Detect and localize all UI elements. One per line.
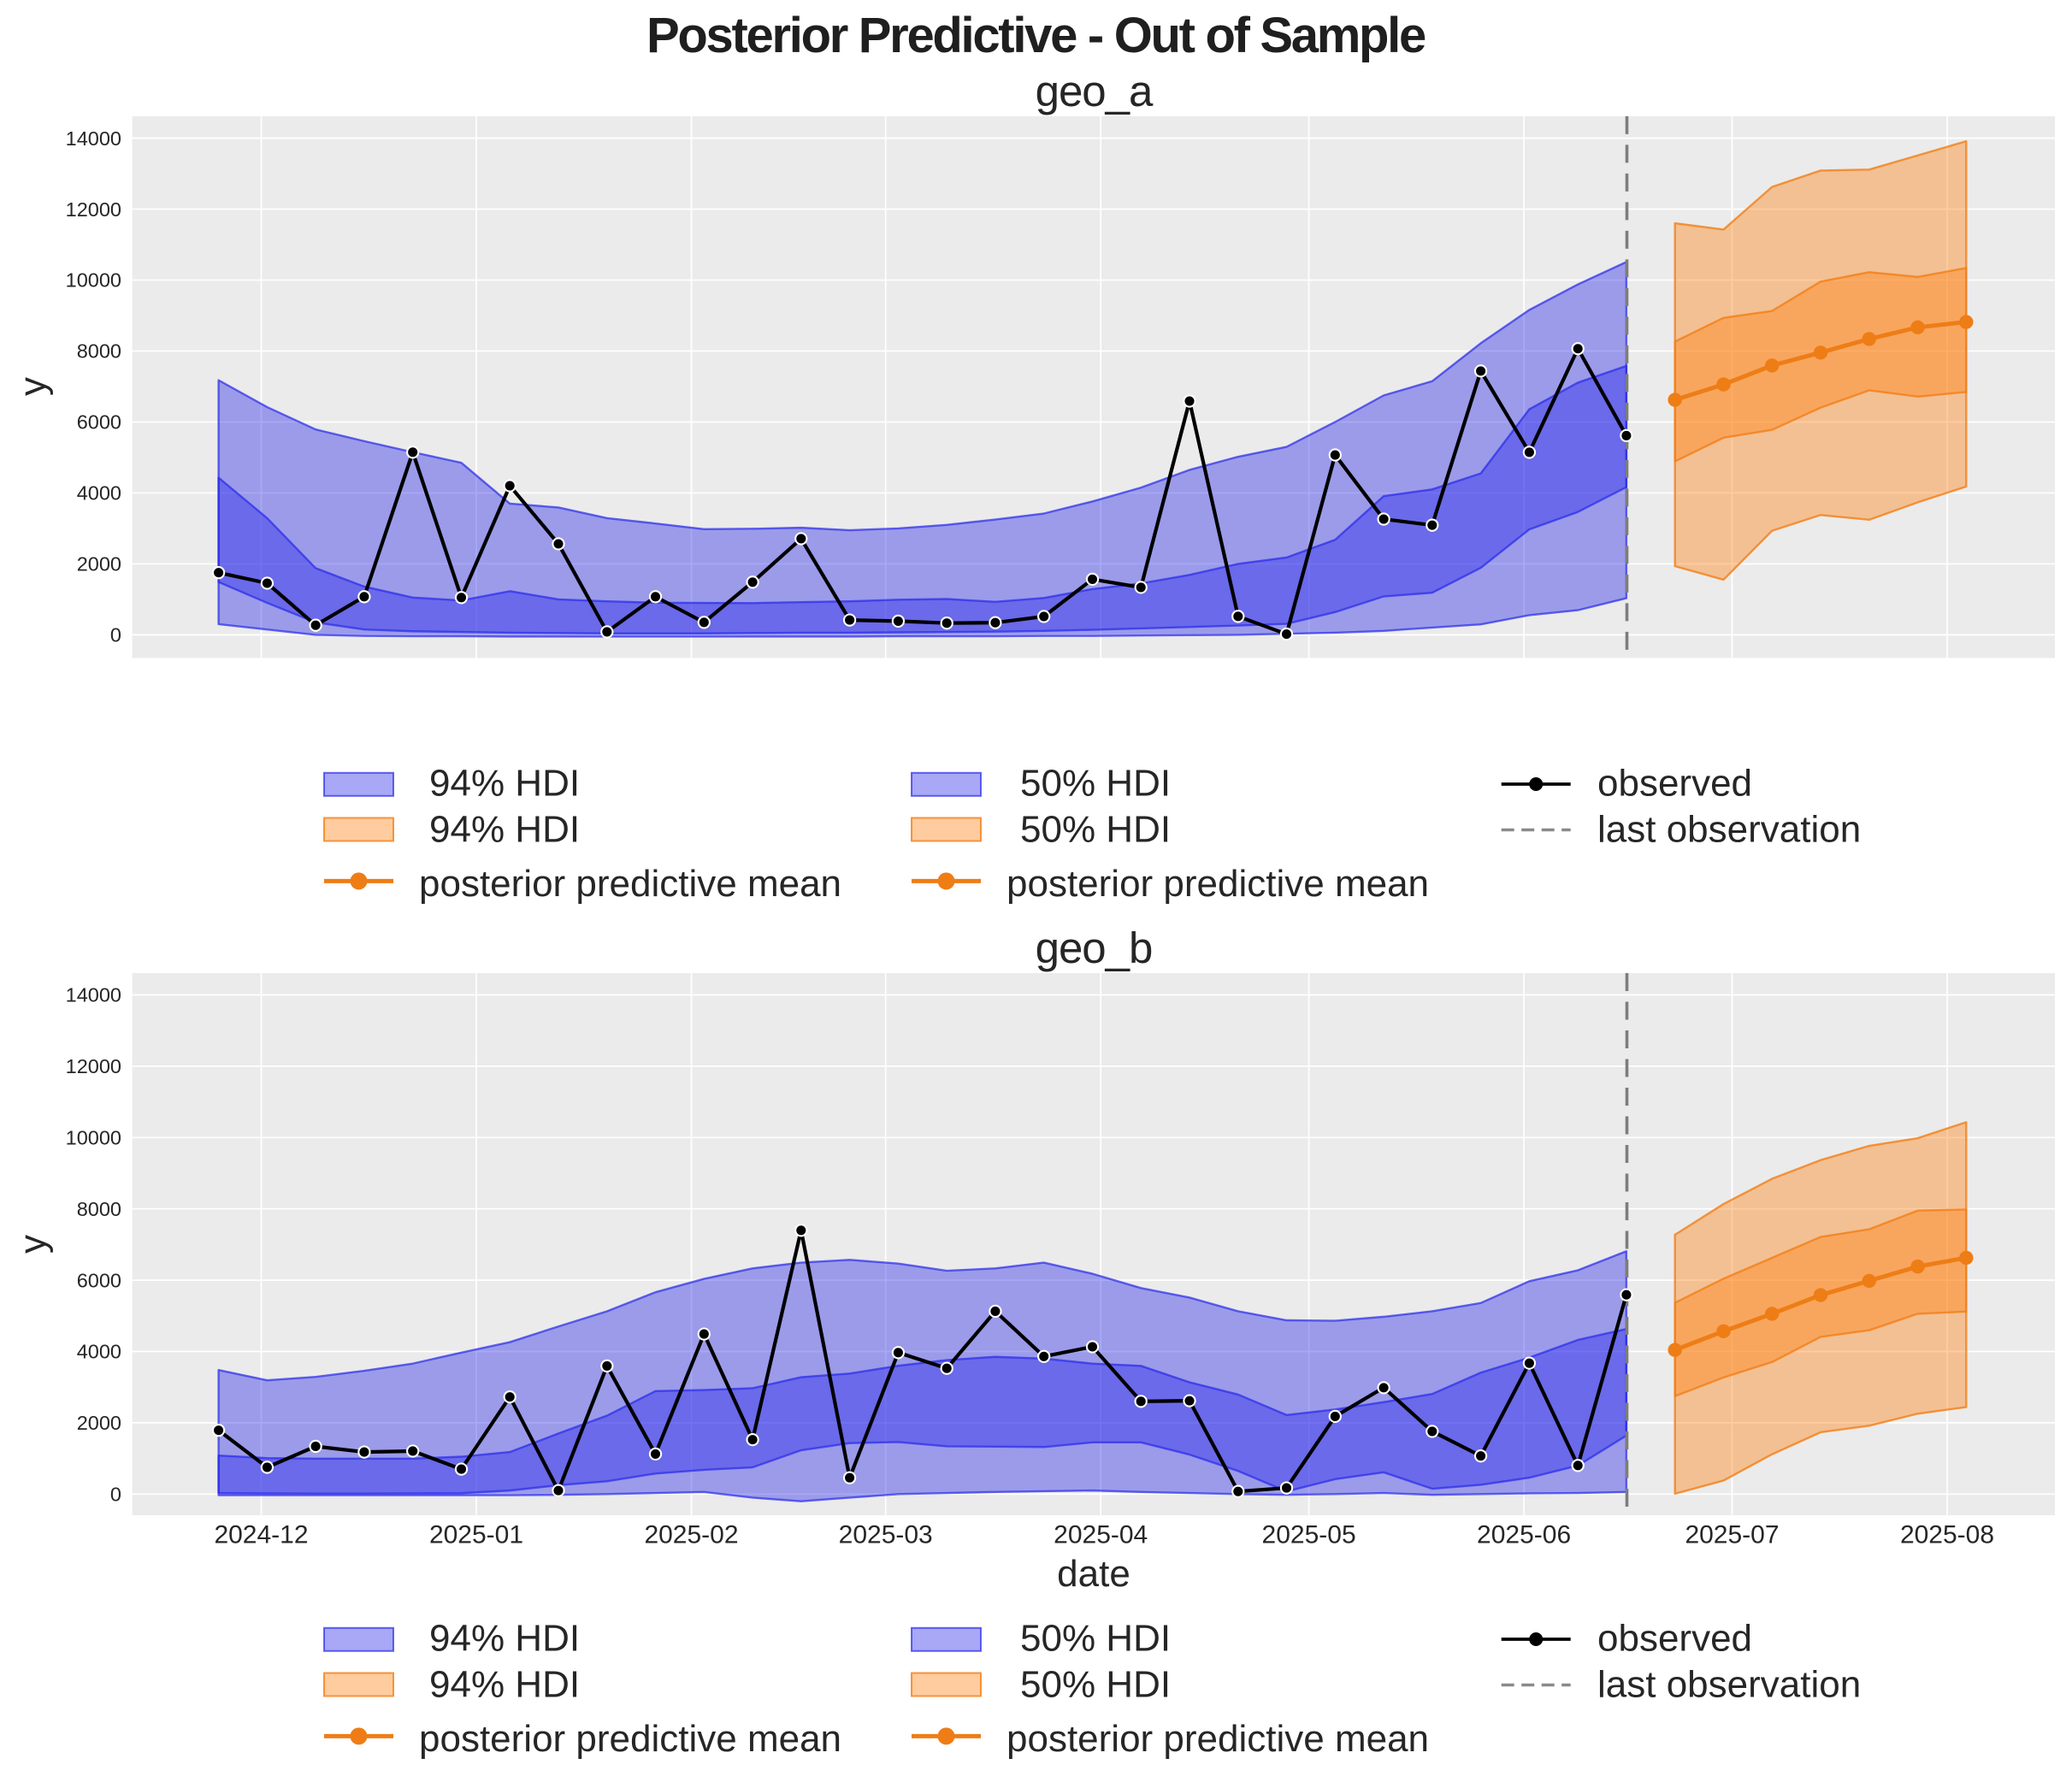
svg-text:posterior predictive mean: posterior predictive mean xyxy=(419,863,841,905)
svg-text:Posterior Predictive - Out of: Posterior Predictive - Out of Sample xyxy=(646,8,1426,63)
svg-text:geo_b: geo_b xyxy=(1036,924,1153,972)
svg-text:2024-12: 2024-12 xyxy=(214,1521,308,1549)
svg-text:last observation: last observation xyxy=(1597,808,1861,850)
svg-text:2025-01: 2025-01 xyxy=(429,1521,523,1549)
svg-text:last observation: last observation xyxy=(1597,1663,1861,1705)
svg-text:posterior predictive mean: posterior predictive mean xyxy=(1006,863,1429,905)
svg-text:14000: 14000 xyxy=(66,984,121,1006)
svg-text:y: y xyxy=(12,1235,54,1254)
svg-text:date: date xyxy=(1057,1553,1130,1595)
svg-text:4000: 4000 xyxy=(77,482,121,505)
svg-text:50% HDI: 50% HDI xyxy=(1020,1618,1171,1660)
svg-text:50% HDI: 50% HDI xyxy=(1020,763,1171,805)
svg-text:94% HDI: 94% HDI xyxy=(429,808,580,850)
svg-text:8000: 8000 xyxy=(77,1198,121,1220)
svg-text:6000: 6000 xyxy=(77,411,121,434)
svg-text:observed: observed xyxy=(1597,763,1752,805)
svg-text:4000: 4000 xyxy=(77,1341,121,1363)
svg-text:2025-05: 2025-05 xyxy=(1262,1521,1356,1549)
svg-text:12000: 12000 xyxy=(66,1055,121,1077)
svg-text:10000: 10000 xyxy=(66,269,121,292)
svg-text:y: y xyxy=(12,377,54,396)
svg-text:0: 0 xyxy=(110,624,121,646)
svg-text:observed: observed xyxy=(1597,1618,1752,1660)
svg-text:posterior predictive mean: posterior predictive mean xyxy=(419,1718,841,1760)
svg-text:2025-06: 2025-06 xyxy=(1477,1521,1571,1549)
svg-text:2025-04: 2025-04 xyxy=(1054,1521,1148,1549)
svg-text:94% HDI: 94% HDI xyxy=(429,1618,580,1660)
svg-text:2025-08: 2025-08 xyxy=(1900,1521,1994,1549)
svg-text:2000: 2000 xyxy=(77,1412,121,1434)
svg-text:2025-07: 2025-07 xyxy=(1685,1521,1779,1549)
svg-text:12000: 12000 xyxy=(66,198,121,221)
svg-text:2000: 2000 xyxy=(77,553,121,575)
svg-text:94% HDI: 94% HDI xyxy=(429,1663,580,1705)
svg-text:geo_a: geo_a xyxy=(1036,67,1154,115)
svg-text:6000: 6000 xyxy=(77,1269,121,1291)
svg-text:2025-02: 2025-02 xyxy=(644,1521,738,1549)
svg-text:94% HDI: 94% HDI xyxy=(429,763,580,805)
svg-text:50% HDI: 50% HDI xyxy=(1020,808,1171,850)
svg-text:2025-03: 2025-03 xyxy=(839,1521,933,1549)
svg-text:8000: 8000 xyxy=(77,340,121,363)
svg-text:0: 0 xyxy=(110,1484,121,1506)
svg-text:50% HDI: 50% HDI xyxy=(1020,1663,1171,1705)
svg-text:14000: 14000 xyxy=(66,127,121,150)
svg-text:posterior predictive mean: posterior predictive mean xyxy=(1006,1718,1429,1760)
svg-text:10000: 10000 xyxy=(66,1127,121,1149)
